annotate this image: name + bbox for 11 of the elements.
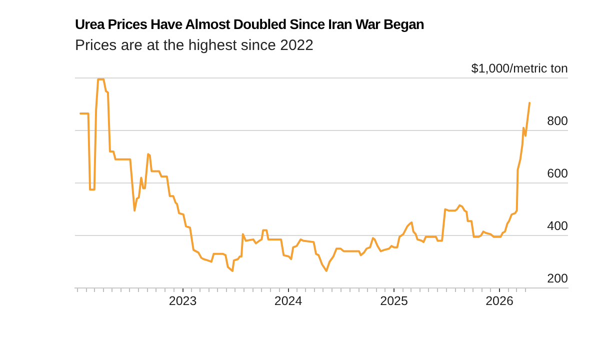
y-tick-label: 200 <box>547 271 568 286</box>
y-tick-label: 800 <box>547 114 568 128</box>
chart-subtitle: Prices are at the highest since 2022 <box>75 37 314 54</box>
y-tick-label: $1,000/metric ton <box>471 61 568 76</box>
y-tick-label: 600 <box>547 166 568 180</box>
chart-title: Urea Prices Have Almost Doubled Since Iran War Began <box>75 16 424 33</box>
x-tick-label: 2023 <box>168 294 197 308</box>
x-tick-label: 2026 <box>486 294 514 308</box>
x-tick-label: 2024 <box>274 294 302 308</box>
x-tick-label: 2025 <box>380 294 408 308</box>
y-tick-label: 400 <box>547 218 568 233</box>
